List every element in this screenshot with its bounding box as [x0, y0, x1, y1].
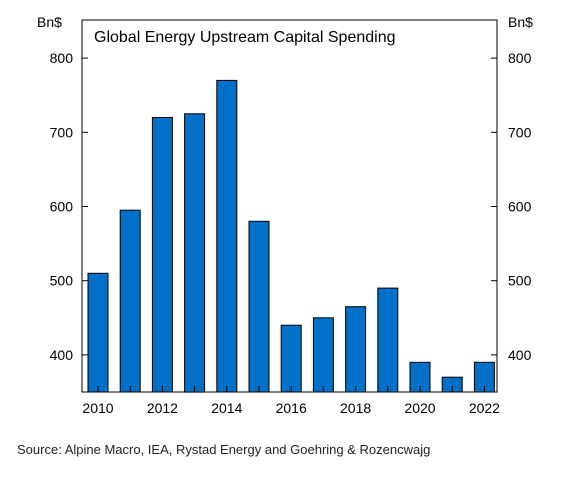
- chart-title: Global Energy Upstream Capital Spending: [94, 29, 396, 46]
- bar-2014: [216, 79, 238, 393]
- source-note: Source: Alpine Macro, IEA, Rystad Energy…: [17, 442, 431, 457]
- bar-2016: [280, 324, 302, 393]
- x-tick-label-2022: 2022: [469, 400, 500, 416]
- y-tick-label-right-800: 800: [508, 50, 532, 66]
- y-tick-label-left-800: 800: [50, 50, 74, 66]
- y-tick-label-right-600: 600: [508, 199, 532, 215]
- bar-2018: [345, 306, 367, 393]
- x-tick-label-2010: 2010: [82, 400, 113, 416]
- y-tick-label-left-400: 400: [50, 347, 74, 363]
- bar-chart: Global Energy Upstream Capital Spending …: [37, 14, 533, 416]
- y-tick-label-left-500: 500: [50, 273, 74, 289]
- right-axis-unit-label: Bn$: [508, 14, 533, 30]
- bar-2012: [151, 117, 173, 393]
- bar-2015: [248, 220, 270, 393]
- x-tick-label-2012: 2012: [147, 400, 178, 416]
- y-tick-label-left-700: 700: [50, 124, 74, 140]
- y-tick-label-right-700: 700: [508, 124, 532, 140]
- x-tick-label-2016: 2016: [276, 400, 307, 416]
- bars-layer: [87, 79, 495, 393]
- y-tick-label-right-400: 400: [508, 347, 532, 363]
- y-tick-label-right-500: 500: [508, 273, 532, 289]
- bar-2011: [119, 209, 141, 393]
- axis-layer: 2010 2012 2014 2016 2018 2020 2022 400 400 500 500…: [50, 50, 532, 416]
- bar-2019: [377, 287, 399, 393]
- y-tick-label-left-600: 600: [50, 199, 74, 215]
- left-axis-unit-label: Bn$: [37, 14, 62, 30]
- bar-2010: [87, 272, 109, 393]
- x-tick-label-2020: 2020: [404, 400, 435, 416]
- x-tick-label-2018: 2018: [340, 400, 371, 416]
- bar-2013: [184, 113, 206, 393]
- x-tick-label-2014: 2014: [211, 400, 242, 416]
- bar-2017: [312, 317, 334, 393]
